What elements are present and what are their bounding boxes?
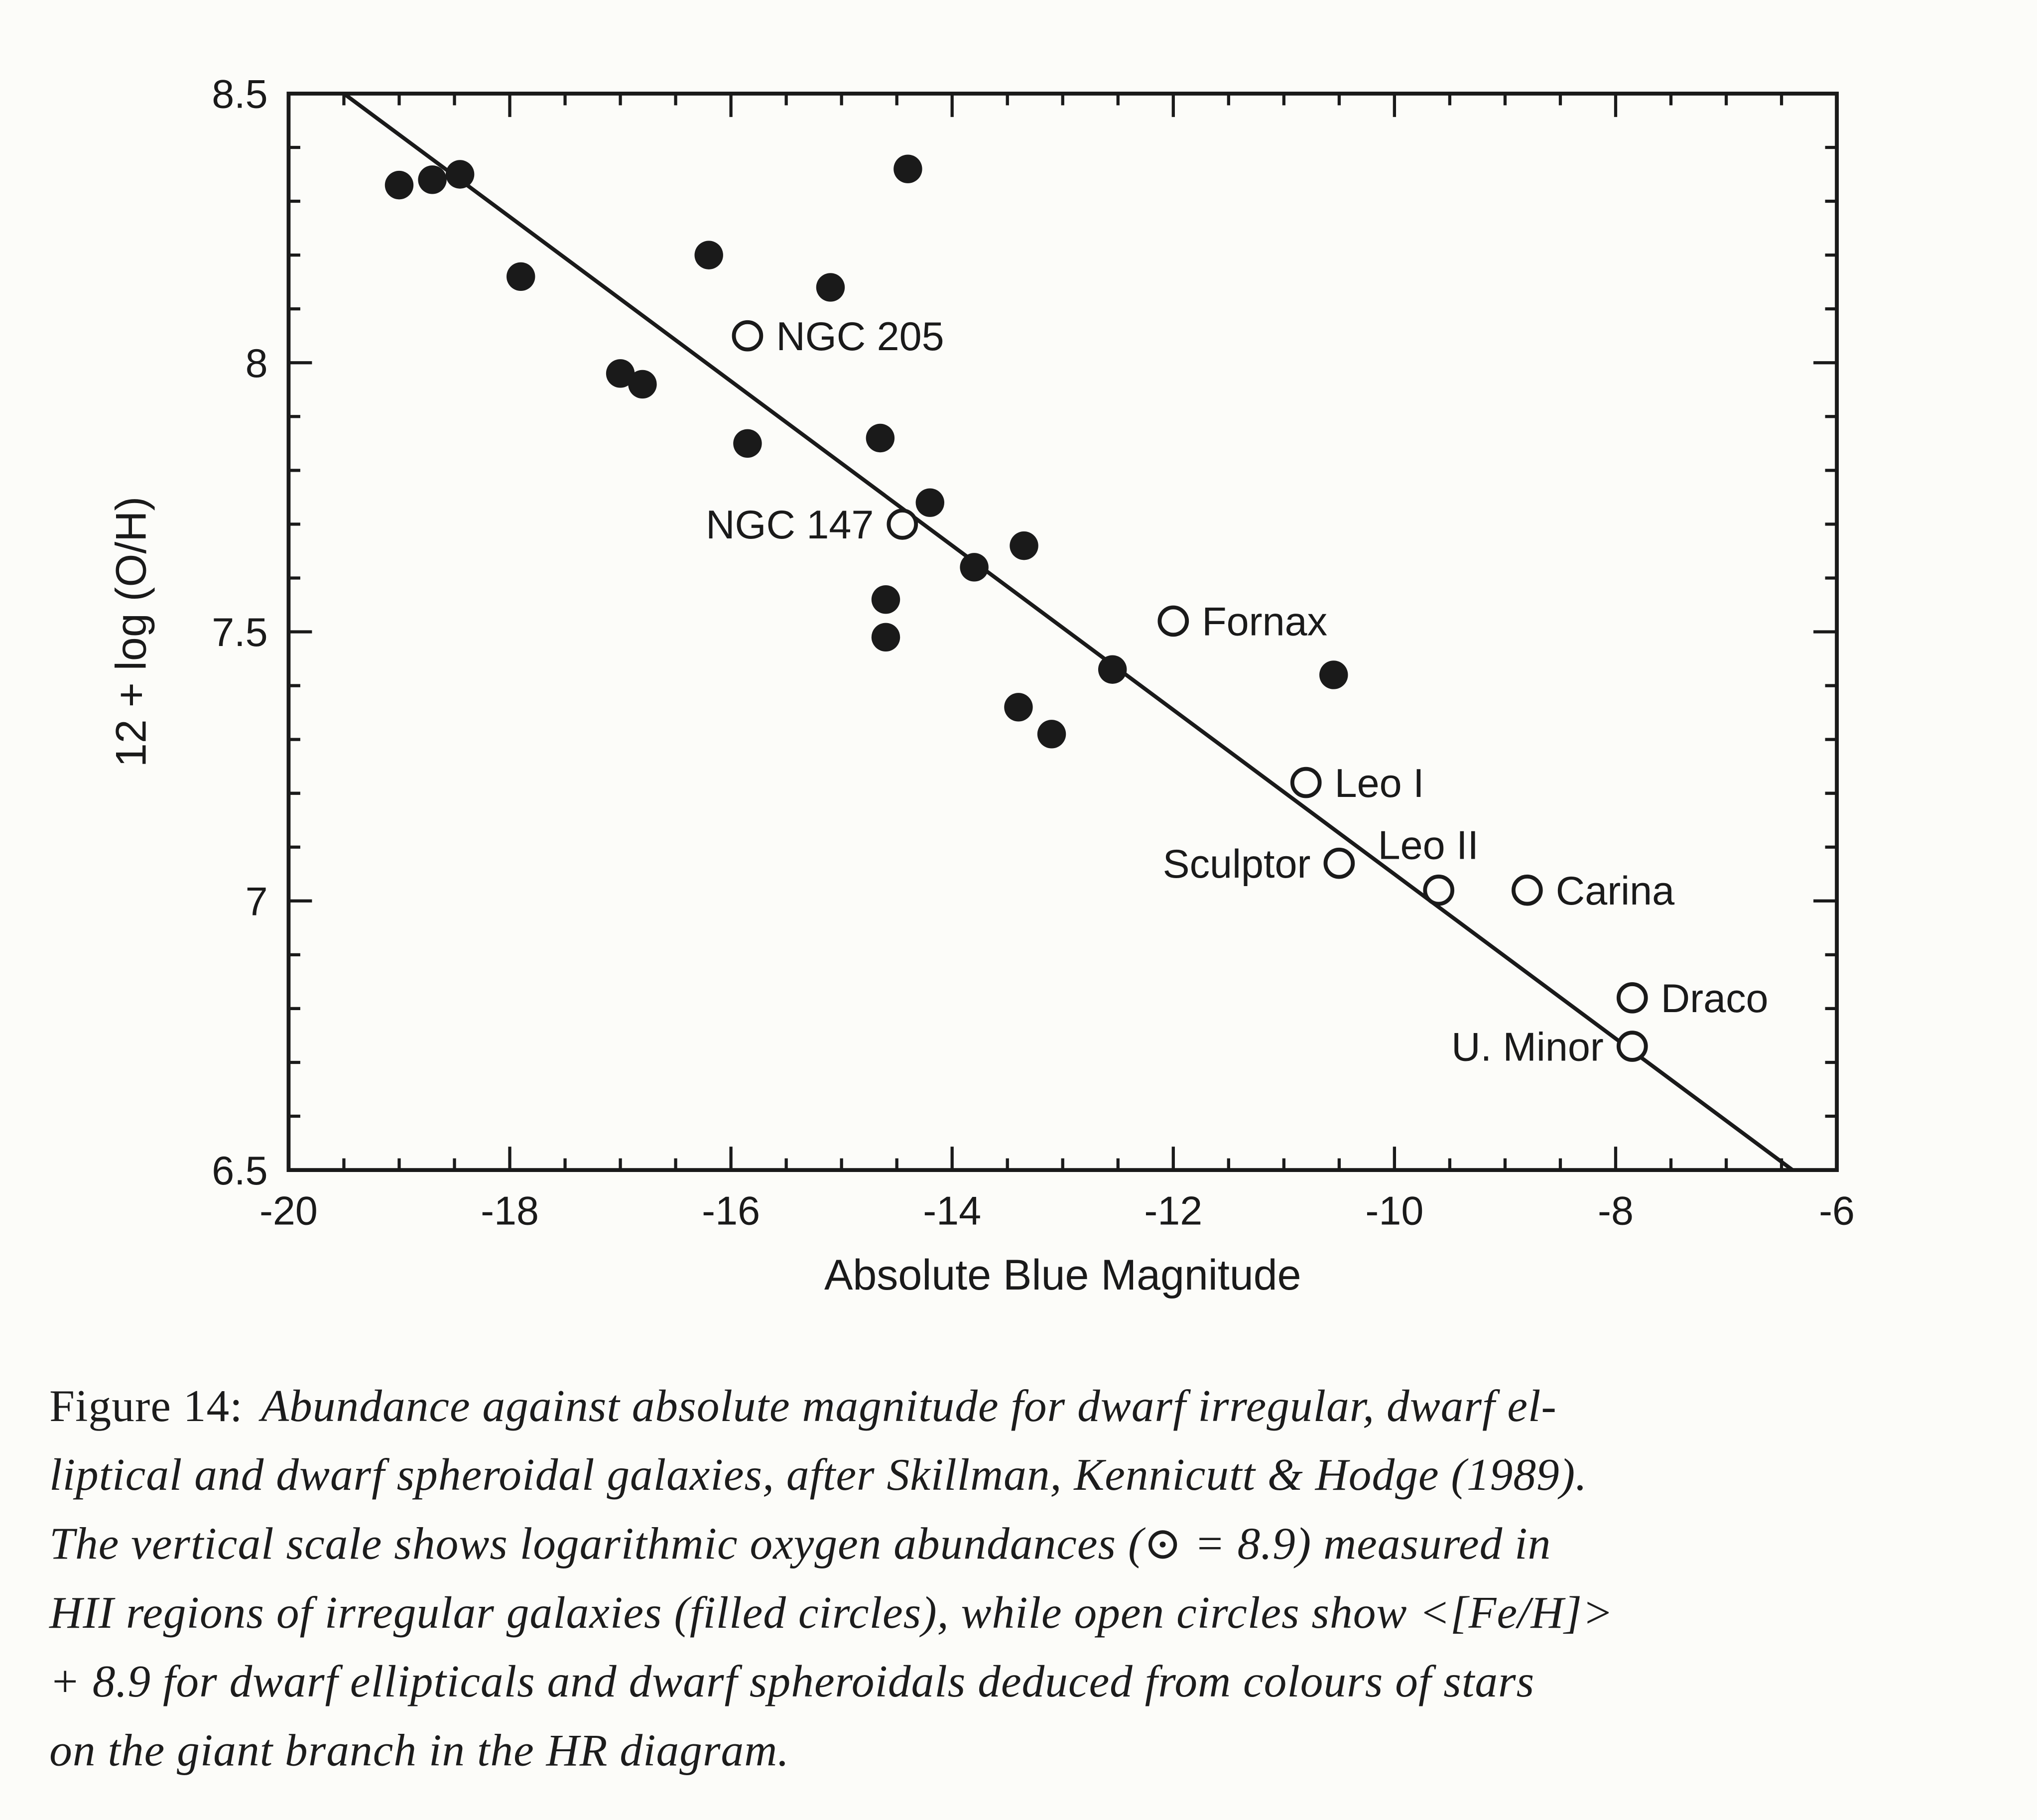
galaxy-label: Leo I: [1335, 761, 1424, 806]
data-point-open: [1157, 605, 1189, 637]
scatter-plot: -20 -18 -16 -14 -12 -10 -8 -6 6.5 7 7.5 8 8.5 Absolut…: [107, 72, 1855, 1300]
data-point-open: [732, 320, 764, 352]
caption-figure-label: Figure 14:: [49, 1380, 243, 1431]
data-point-open: [887, 509, 918, 540]
data-point-filled: [384, 170, 414, 200]
caption-line: HII regions of irregular galaxies (fille…: [49, 1587, 1614, 1638]
data-point-filled: [871, 623, 900, 652]
data-point-filled: [915, 488, 945, 517]
data-point-filled: [418, 165, 447, 194]
trend-line: [343, 92, 1794, 1172]
data-point-open: [1290, 767, 1322, 798]
x-tick-label: -20: [259, 1189, 318, 1234]
galaxy-label: NGC 147: [706, 503, 874, 547]
y-tick-label: 8.5: [212, 72, 267, 117]
x-tick-label: -10: [1365, 1189, 1423, 1234]
caption-line: Figure 14: Abundance against absolute mag…: [49, 1372, 1998, 1440]
x-tick-label: -8: [1598, 1189, 1634, 1234]
figure-caption: Figure 14: Abundance against absolute mag…: [49, 1372, 1998, 1785]
data-point-filled: [628, 370, 657, 399]
y-tick-label: 7.5: [212, 610, 267, 655]
caption-line: on the giant branch in the HR diagram.: [49, 1725, 790, 1776]
caption-line: The vertical scale shows logarithmic oxy…: [49, 1518, 1551, 1569]
caption-line: liptical and dwarf spheroidal galaxies, …: [49, 1449, 1588, 1501]
data-point-filled: [445, 160, 475, 189]
caption-line: + 8.9 for dwarf ellipticals and dwarf sp…: [49, 1656, 1535, 1707]
galaxy-label: Draco: [1661, 976, 1769, 1021]
galaxy-label: U. Minor: [1451, 1025, 1604, 1069]
galaxy-label: Leo II: [1378, 823, 1479, 868]
x-tick-label: -14: [923, 1189, 981, 1234]
x-tick-label: -18: [481, 1189, 539, 1234]
x-tick-label: -12: [1144, 1189, 1202, 1234]
galaxy-label: NGC 205: [776, 314, 944, 359]
data-point-open: [1616, 982, 1648, 1014]
galaxy-label: Carina: [1556, 869, 1674, 913]
data-point-filled: [694, 241, 723, 269]
x-tick-label: -6: [1819, 1189, 1855, 1234]
data-point-filled: [960, 553, 989, 582]
y-tick-label: 6.5: [212, 1149, 267, 1193]
data-point-filled: [893, 154, 922, 183]
y-tick-label: 8: [246, 341, 268, 386]
data-point-open: [1323, 847, 1355, 879]
data-point-filled: [1037, 720, 1066, 749]
data-point-filled: [866, 423, 895, 453]
data-point-filled: [1004, 693, 1033, 722]
data-point-filled: [871, 585, 900, 614]
data-point-filled: [507, 262, 535, 291]
data-point-filled: [606, 359, 635, 388]
x-axis-label: Absolute Blue Magnitude: [824, 1251, 1301, 1299]
data-point-filled: [733, 429, 762, 458]
y-axis-label: 12 + log (O/H): [107, 497, 155, 767]
data-point-open: [1616, 1031, 1648, 1062]
y-tick-label: 7: [246, 880, 268, 924]
data-point-filled: [1010, 531, 1038, 560]
data-point-filled: [816, 273, 845, 302]
data-point-filled: [1319, 660, 1348, 689]
galaxy-label: Fornax: [1202, 600, 1327, 645]
caption-text: Abundance against absolute magnitude for…: [261, 1380, 1557, 1431]
galaxy-label: Sculptor: [1163, 842, 1311, 887]
x-tick-label: -16: [702, 1189, 760, 1234]
data-point-open: [1512, 874, 1543, 906]
plot-frame: [286, 92, 1839, 1172]
data-point-open: [1423, 874, 1455, 906]
data-point-filled: [1098, 655, 1127, 684]
